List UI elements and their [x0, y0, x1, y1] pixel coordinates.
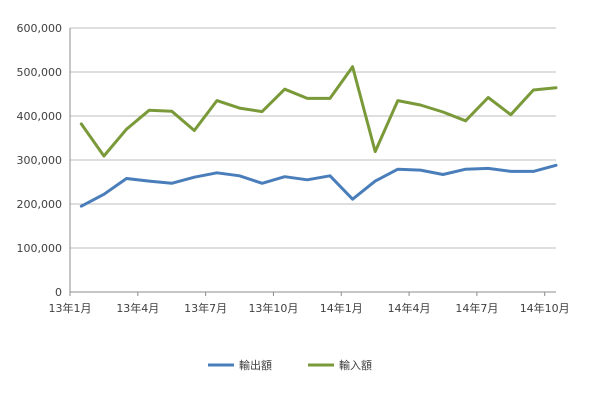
x-tick-label: 14年10月	[520, 301, 570, 315]
y-tick-label: 200,000	[17, 198, 63, 211]
series-line-輸出額	[79, 163, 558, 208]
axes: 0 100,000 200,000 300,000 400,000 500,000 600,…	[17, 22, 570, 315]
series-line-輸入額	[79, 65, 558, 158]
x-tick-label: 14年7月	[455, 301, 498, 315]
y-tick-label: 600,000	[17, 22, 63, 35]
series-lines	[79, 65, 558, 208]
x-tick-label: 13年4月	[116, 301, 159, 315]
x-tick-label: 14年1月	[320, 301, 363, 315]
y-tick-label: 500,000	[17, 66, 63, 79]
y-tick-label: 300,000	[17, 154, 63, 167]
grid-lines	[70, 27, 556, 249]
legend-label: 輸出額	[239, 358, 272, 372]
y-tick-label: 0	[55, 286, 62, 299]
y-tick-label: 400,000	[17, 110, 63, 123]
x-tick-label: 13年10月	[248, 301, 298, 315]
y-tick-label: 100,000	[17, 242, 63, 255]
legend: 輸出額 輸入額	[208, 358, 372, 372]
legend-label: 輸入額	[339, 358, 372, 372]
x-tick-label: 14年4月	[388, 301, 431, 315]
x-tick-label: 13年1月	[49, 301, 92, 315]
x-tick-label: 13年7月	[184, 301, 227, 315]
